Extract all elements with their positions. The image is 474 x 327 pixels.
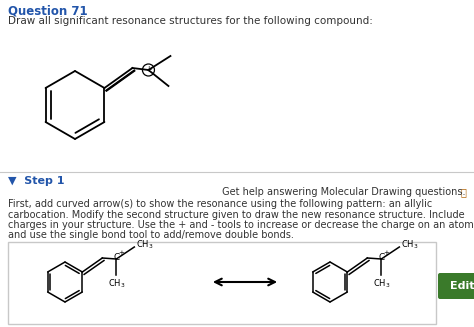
Text: Draw all significant resonance structures for the following compound:: Draw all significant resonance structure… xyxy=(8,16,373,26)
Text: +: + xyxy=(145,65,152,75)
FancyBboxPatch shape xyxy=(0,0,474,172)
Text: C: C xyxy=(378,253,384,263)
Text: +: + xyxy=(383,250,389,256)
Text: CH$_3$: CH$_3$ xyxy=(373,277,390,289)
Text: carbocation. Modify the second structure given to draw the new resonance structu: carbocation. Modify the second structure… xyxy=(8,210,465,219)
Text: +: + xyxy=(118,250,124,256)
FancyBboxPatch shape xyxy=(8,242,436,324)
Text: CH$_3$: CH$_3$ xyxy=(401,239,419,251)
Text: Question 71: Question 71 xyxy=(8,4,88,17)
Text: ⓘ: ⓘ xyxy=(460,187,466,197)
Text: and use the single bond tool to add/remove double bonds.: and use the single bond tool to add/remo… xyxy=(8,231,294,240)
FancyBboxPatch shape xyxy=(438,273,474,299)
Text: charges in your structure. Use the + and - tools to increase or decrease the cha: charges in your structure. Use the + and… xyxy=(8,220,474,230)
Text: Get help answering Molecular Drawing questions.: Get help answering Molecular Drawing que… xyxy=(219,187,466,197)
FancyBboxPatch shape xyxy=(0,173,474,327)
Text: Edit: Edit xyxy=(450,281,474,291)
Text: First, add curved arrow(s) to show the resonance using the following pattern: an: First, add curved arrow(s) to show the r… xyxy=(8,199,432,209)
Text: CH$_3$: CH$_3$ xyxy=(137,239,154,251)
Text: ▼  Step 1: ▼ Step 1 xyxy=(8,176,64,186)
Text: CH$_3$: CH$_3$ xyxy=(108,277,125,289)
Text: C: C xyxy=(113,253,119,263)
